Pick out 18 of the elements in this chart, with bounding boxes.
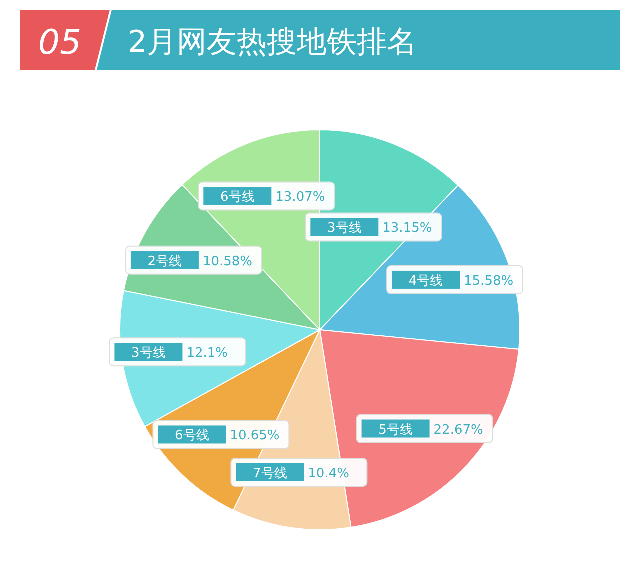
slice-label: 6号线	[175, 428, 210, 444]
chart-title: 2月网友热搜地铁排名	[128, 25, 418, 60]
data-label: 10.4%	[308, 466, 350, 482]
slice-label: 3号线	[132, 346, 166, 362]
slice-label: 7号线	[253, 466, 288, 482]
slice-label: 4号线	[408, 274, 444, 289]
data-label: 22.67%	[434, 422, 484, 438]
data-label: 13.15%	[382, 221, 432, 236]
slice-label: 2号线	[148, 254, 182, 270]
slice-label: 3号线	[328, 221, 362, 236]
data-label: 12.1%	[186, 346, 228, 362]
data-label: 15.58%	[464, 274, 514, 289]
slice-label: 6号线	[220, 190, 255, 206]
data-label: 10.58%	[202, 254, 253, 270]
data-label: 13.07%	[276, 190, 326, 206]
slice-label: 5号线	[378, 422, 413, 438]
text: 05	[38, 23, 82, 63]
data-label: 10.65%	[230, 428, 280, 444]
